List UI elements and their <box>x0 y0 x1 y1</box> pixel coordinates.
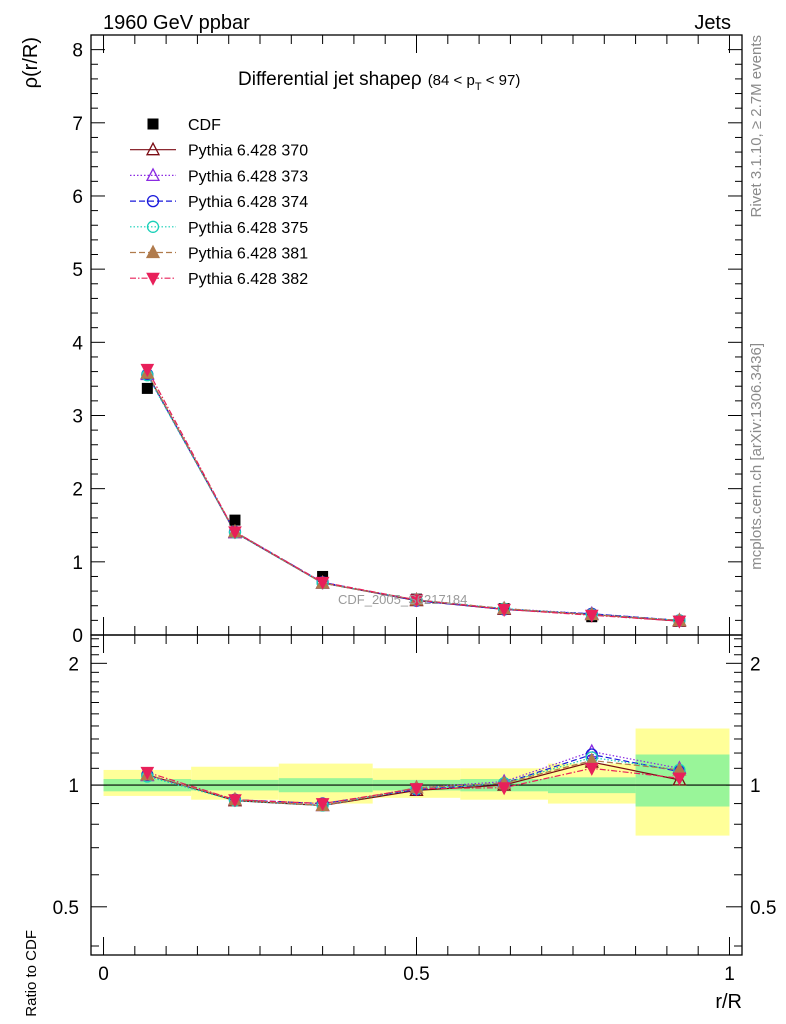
legend-label-2: Pythia 6.428 374 <box>188 194 308 211</box>
title-range-sub: T <box>475 81 482 93</box>
series-line-4 <box>146 372 680 621</box>
series-point-5-2 <box>315 576 330 590</box>
y-tick-label: 2 <box>72 480 83 501</box>
ratio-y-tick-label: 0.5 <box>750 898 776 919</box>
series-point-5-0 <box>140 363 155 377</box>
y-tick-label: 0 <box>72 626 83 647</box>
legend-label-0: Pythia 6.428 370 <box>188 143 308 160</box>
ratio-point-5-4 <box>497 782 511 796</box>
x-axis-label: r/R <box>715 991 742 1013</box>
series-point-5-6 <box>672 615 687 629</box>
ratio-point-5-0 <box>140 766 155 780</box>
x-tick-label: 0.5 <box>403 964 429 985</box>
title-range-pre: (84 < p <box>428 72 475 89</box>
axis-ticks: 0 1 2 3 4 5 6 7 8 0 0.5 1 0.5 0.5 1 1 2 2 <box>53 34 776 985</box>
y-tick-label: 3 <box>72 406 83 427</box>
legend-label-cdf: CDF <box>188 117 221 134</box>
plot-title: Differential jet shapeρ (84 < pT < 97) <box>238 69 520 93</box>
series-line-0 <box>146 373 680 622</box>
rivet-label: Rivet 3.1.10, ≥ 2.7M events <box>748 35 765 218</box>
energy-label: 1960 GeV ppbar <box>103 12 250 34</box>
y-tick-label: 1 <box>72 553 83 574</box>
legend-marker-5 <box>146 272 160 286</box>
ratio-point-5-6 <box>672 772 687 786</box>
title-main: Differential jet shapeρ <box>238 69 422 90</box>
process-label: Jets <box>694 12 731 34</box>
ratio-point-5-1 <box>228 794 242 808</box>
legend-label-3: Pythia 6.428 375 <box>188 220 308 237</box>
ratio-point-5-2 <box>315 798 330 812</box>
series-point-5-1 <box>228 526 242 540</box>
ratio-point-5-5 <box>584 762 599 776</box>
legend-marker-1 <box>145 167 161 182</box>
legend-marker-0 <box>145 141 161 156</box>
legend-label-5: Pythia 6.428 382 <box>188 271 308 288</box>
ratio-series-markers <box>140 743 687 812</box>
data-point-1 <box>229 514 241 526</box>
legend-marker-cdf <box>147 118 159 130</box>
y-tick-label: 8 <box>72 41 83 62</box>
watermark: CDF_2005_S6217184 <box>338 592 467 607</box>
mcplots-label: mcplots.cern.ch [arXiv:1306.3436] <box>748 343 765 570</box>
y-tick-label: 4 <box>72 333 83 354</box>
y-tick-label: 5 <box>72 260 83 281</box>
series-line-5 <box>146 369 680 622</box>
series-point-5-5 <box>584 609 599 623</box>
main-cdf-points <box>141 382 685 627</box>
data-point-0 <box>141 382 153 394</box>
y-axis-label: ρ(r/R) <box>20 37 42 88</box>
ratio-y-tick-label: 1 <box>750 776 761 797</box>
series-point-5-3 <box>409 594 424 608</box>
main-series-lines <box>146 369 680 622</box>
legend-marker-2 <box>146 194 160 208</box>
y-tick-label: 7 <box>72 114 83 135</box>
ratio-y-tick-label: 0.5 <box>53 898 79 919</box>
legend-label-1: Pythia 6.428 373 <box>188 168 308 185</box>
legend-label-4: Pythia 6.428 381 <box>188 246 308 263</box>
title-range-post: < 97) <box>482 72 521 89</box>
series-line-3 <box>146 374 680 621</box>
y-tick-label: 6 <box>72 187 83 208</box>
legend-marker-4 <box>145 244 161 259</box>
series-line-2 <box>146 374 680 621</box>
ratio-y-tick-label: 2 <box>68 654 79 675</box>
series-line-1 <box>146 374 680 621</box>
ratio-y-axis-label: Ratio to CDF <box>23 930 40 1017</box>
legend-marker-3 <box>146 220 160 233</box>
main-series-markers <box>140 363 687 629</box>
ratio-point-5-3 <box>409 783 424 797</box>
ratio-y-tick-label: 1 <box>68 776 79 797</box>
x-tick-label: 0 <box>98 964 109 985</box>
legend: CDF Pythia 6.428 370 Pythia 6.428 373 Pythi… <box>130 117 308 288</box>
series-point-5-4 <box>497 603 511 617</box>
x-tick-label: 1 <box>724 964 735 985</box>
ratio-y-tick-label: 2 <box>750 654 761 675</box>
